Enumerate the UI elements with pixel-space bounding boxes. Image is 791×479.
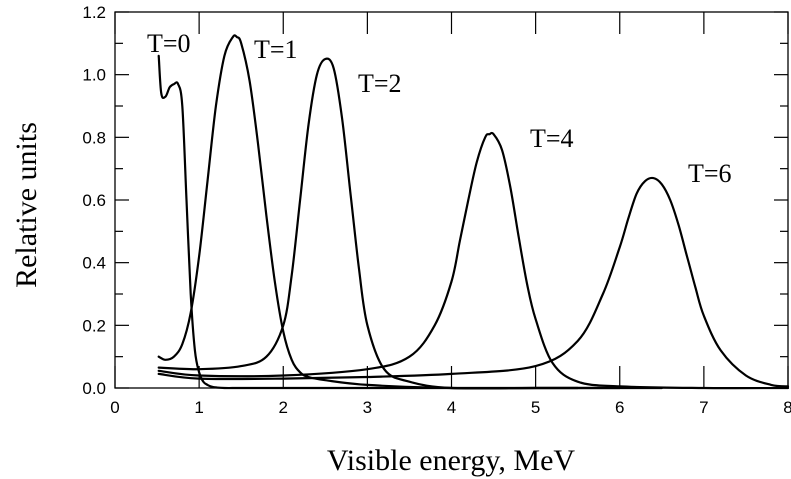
series-label-t-2: T=2: [358, 69, 402, 98]
series-label-t-6: T=6: [688, 159, 732, 188]
x-tick-label: 8: [783, 398, 791, 417]
x-tick-label: 7: [699, 398, 708, 417]
y-tick-label: 0.2: [82, 316, 106, 335]
x-tick-label: 2: [279, 398, 288, 417]
y-axis-title: Relative units: [10, 122, 43, 288]
series-line-t-0: [157, 54, 579, 390]
y-tick-label: 0.8: [82, 128, 106, 147]
y-tick-label: 0.0: [82, 379, 106, 398]
tick-marks: [114, 11, 789, 389]
series-label-t-1: T=1: [254, 35, 298, 64]
series-line-t-6: [157, 176, 790, 388]
y-tick-label: 0.4: [82, 254, 106, 273]
plot-frame: [114, 11, 789, 389]
series-labels: T=0 T=1 T=2 T=4 T=6: [147, 29, 732, 188]
series-line-t-2: [157, 57, 663, 390]
series-curves: [157, 34, 790, 390]
x-tick-label: 4: [447, 398, 456, 417]
tick-labels: 0 1 2 3 4 5 6 7 8 0.0 0.2 0.4 0.6 0.8 1.0 1.2: [82, 3, 791, 417]
series-line-t-4: [157, 131, 790, 390]
y-tick-label: 0.6: [82, 191, 106, 210]
series-line-t-1: [157, 34, 621, 390]
y-tick-label: 1.0: [82, 66, 106, 85]
x-tick-label: 6: [615, 398, 624, 417]
series-label-t-0: T=0: [147, 29, 191, 58]
x-axis-title: Visible energy, MeV: [327, 444, 575, 477]
x-tick-label: 5: [531, 398, 540, 417]
x-tick-label: 0: [110, 398, 119, 417]
series-label-t-4: T=4: [530, 124, 574, 153]
x-tick-label: 1: [194, 398, 203, 417]
y-tick-label: 1.2: [82, 3, 106, 22]
x-tick-label: 3: [363, 398, 372, 417]
